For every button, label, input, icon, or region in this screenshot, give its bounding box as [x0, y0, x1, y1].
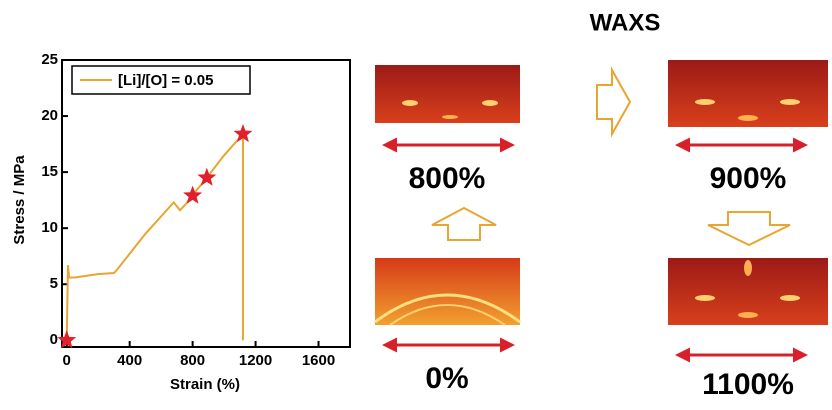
y-tick-label: 5 — [50, 275, 58, 292]
y-tick-label: 0 — [50, 331, 58, 348]
x-tick-label: 1200 — [239, 352, 272, 369]
panel-label: 1100% — [702, 368, 794, 401]
y-axis-label: Stress / MPa — [11, 155, 28, 245]
y-tick-label: 20 — [41, 107, 58, 124]
panel-label: 0% — [425, 362, 468, 395]
panel-label: 900% — [710, 162, 787, 195]
x-tick-label: 800 — [180, 352, 205, 369]
legend-label: [Li]/[O] = 0.05 — [118, 72, 213, 89]
y-tick-label: 15 — [41, 163, 58, 180]
data-line — [67, 134, 243, 340]
x-axis-label: Strain (%) — [170, 376, 240, 393]
x-tick-label: 1600 — [302, 352, 335, 369]
waxs-title: WAXS — [590, 9, 661, 36]
y-tick-label: 25 — [41, 51, 58, 68]
figure: WAXS 800% 900% 0% 1100% Strain (%) Stres… — [0, 0, 832, 405]
plot-frame — [62, 60, 350, 347]
x-tick-label: 400 — [117, 352, 142, 369]
x-tick-label: 0 — [63, 352, 71, 369]
panel-label: 800% — [409, 162, 486, 195]
y-tick-label: 10 — [41, 219, 58, 236]
